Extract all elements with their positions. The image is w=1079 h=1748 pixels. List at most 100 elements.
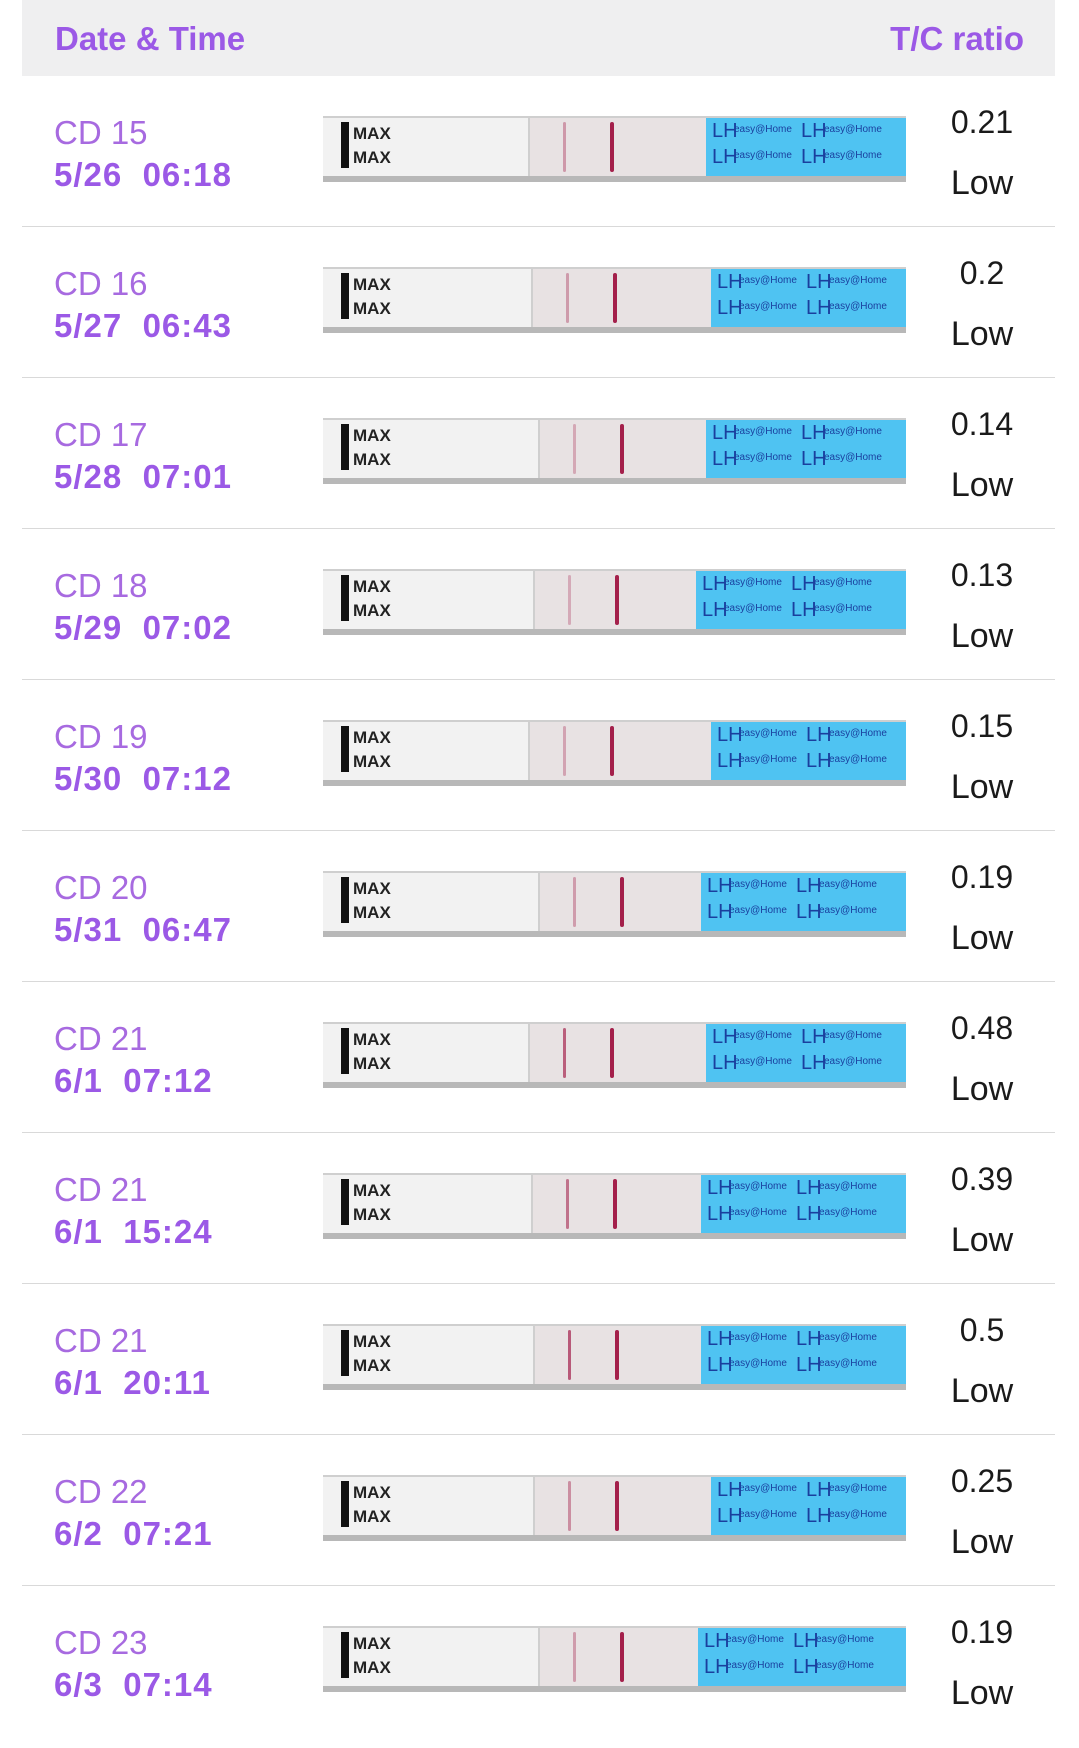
cycle-day: CD 19 — [54, 718, 148, 755]
test-datetime: 5/28 07:01 — [54, 458, 232, 495]
control-line — [610, 1028, 614, 1078]
tc-ratio-value: 0.39 — [950, 1161, 1014, 1197]
strip-brand-text: LH — [801, 422, 827, 444]
strip-brand-name: easy@Home — [739, 1509, 797, 1520]
list-item[interactable]: CD 19 5/30 07:12 MAX MAX LH LH LH LH easy@Home ea… — [0, 680, 1079, 831]
list-item[interactable]: CD 22 6/2 07:21 MAX MAX LH LH LH LH easy@Home eas… — [0, 1435, 1079, 1586]
test-datetime: 5/30 07:12 — [54, 760, 232, 797]
strip-max-label: MAX — [353, 728, 391, 747]
strip-brand-text: LH — [796, 875, 822, 897]
cycle-day: CD 23 — [54, 1624, 148, 1661]
list-item[interactable]: CD 15 5/26 06:18 MAX MAX LH LH LH LH easy@Home ea… — [0, 76, 1079, 227]
strip-brand-handle: LH LH LH LH easy@Home easy@Home easy@Home easy@… — [711, 1477, 906, 1535]
strip-max-bar — [341, 575, 349, 621]
control-line — [613, 1179, 617, 1229]
strip-brand-name: easy@Home — [829, 275, 887, 286]
strip-max-label: MAX — [353, 1658, 391, 1677]
strip-shadow — [323, 1686, 906, 1692]
test-line — [563, 726, 566, 776]
strip-result-window — [533, 1175, 701, 1233]
strip-brand-text: LH — [707, 1328, 733, 1350]
strip-brand-name: easy@Home — [734, 124, 792, 135]
strip-brand-name: easy@Home — [724, 603, 782, 614]
strip-brand-name: easy@Home — [724, 577, 782, 588]
strip-brand-text: LH — [717, 750, 743, 772]
strip-max-label: MAX — [353, 601, 391, 620]
strip-brand-text: LH — [717, 1479, 743, 1501]
strip-max-bar — [341, 273, 349, 319]
control-line — [615, 575, 619, 625]
test-strip-image: MAX MAX LH LH LH LH easy@Home easy@Home easy@Hom… — [323, 1173, 906, 1239]
cycle-day: CD 15 — [54, 114, 148, 151]
strip-max-bar — [341, 877, 349, 923]
strip-result-window — [530, 1024, 706, 1082]
strip-brand-text: LH — [712, 1052, 738, 1074]
test-strip-image: MAX MAX LH LH LH LH easy@Home easy@Home easy@Hom… — [323, 871, 906, 937]
strip-absorbent-area — [323, 1477, 533, 1535]
strip-brand-text: LH — [707, 901, 733, 923]
list-item[interactable]: CD 20 5/31 06:47 MAX MAX LH LH LH LH easy@Home ea… — [0, 831, 1079, 982]
list-item[interactable]: CD 17 5/28 07:01 MAX MAX LH LH LH LH easy@Home ea… — [0, 378, 1079, 529]
lh-level: Low — [950, 1674, 1014, 1712]
strip-max-label: MAX — [353, 124, 391, 143]
strip-brand-name: easy@Home — [729, 1207, 787, 1218]
strip-brand-text: LH — [707, 875, 733, 897]
strip-absorbent-area — [323, 1175, 531, 1233]
strip-max-bar — [341, 1481, 349, 1527]
strip-brand-text: LH — [717, 271, 743, 293]
strip-absorbent-area — [323, 269, 531, 327]
strip-shadow — [323, 1384, 906, 1390]
strip-brand-name: easy@Home — [829, 728, 887, 739]
row-divider — [22, 1132, 1055, 1133]
strip-brand-name: easy@Home — [739, 754, 797, 765]
test-datetime: 5/27 06:43 — [54, 307, 232, 344]
list-item[interactable]: CD 21 6/1 07:12 MAX MAX LH LH LH LH easy@Home eas… — [0, 982, 1079, 1133]
strip-brand-text: LH — [717, 297, 743, 319]
strip-absorbent-area — [323, 118, 528, 176]
test-line — [573, 1632, 576, 1682]
strip-brand-name: easy@Home — [819, 879, 877, 890]
strip-brand-text: LH — [717, 1505, 743, 1527]
strip-result-window — [530, 118, 706, 176]
strip-max-bar — [341, 1632, 349, 1678]
list-item[interactable]: CD 18 5/29 07:02 MAX MAX LH LH LH LH easy@Home ea… — [0, 529, 1079, 680]
strip-shadow — [323, 1082, 906, 1088]
strip-max-label: MAX — [353, 1181, 391, 1200]
strip-absorbent-area — [323, 571, 533, 629]
strip-max-bar — [341, 1028, 349, 1074]
strip-absorbent-area — [323, 420, 538, 478]
strip-brand-text: LH — [791, 599, 817, 621]
strip-brand-text: LH — [801, 448, 827, 470]
strip-brand-name: easy@Home — [824, 124, 882, 135]
strip-brand-name: easy@Home — [739, 728, 797, 739]
strip-max-bar — [341, 726, 349, 772]
strip-shadow — [323, 931, 906, 937]
strip-brand-name: easy@Home — [824, 1030, 882, 1041]
lh-level: Low — [950, 315, 1014, 353]
list-item[interactable]: CD 21 6/1 15:24 MAX MAX LH LH LH LH easy@Home eas… — [0, 1133, 1079, 1284]
strip-brand-text: LH — [806, 750, 832, 772]
control-line — [620, 877, 624, 927]
strip-absorbent-area — [323, 1326, 533, 1384]
row-divider — [22, 679, 1055, 680]
list-item[interactable]: CD 23 6/3 07:14 MAX MAX LH LH LH LH easy@Home eas… — [0, 1586, 1079, 1737]
strip-shadow — [323, 176, 906, 182]
strip-brand-name: easy@Home — [829, 754, 887, 765]
strip-absorbent-area — [323, 873, 538, 931]
strip-brand-name: easy@Home — [729, 905, 787, 916]
strip-shadow — [323, 629, 906, 635]
test-line — [563, 122, 566, 172]
strip-brand-text: LH — [796, 1203, 822, 1225]
list-item[interactable]: CD 21 6/1 20:11 MAX MAX LH LH LH LH easy@Home eas… — [0, 1284, 1079, 1435]
test-datetime: 5/31 06:47 — [54, 911, 232, 948]
test-list: CD 15 5/26 06:18 MAX MAX LH LH LH LH easy@Home ea… — [0, 76, 1079, 1737]
control-line — [610, 726, 614, 776]
test-strip-image: MAX MAX LH LH LH LH easy@Home easy@Home easy@Hom… — [323, 1475, 906, 1541]
strip-brand-text: LH — [801, 1052, 827, 1074]
lh-level: Low — [950, 919, 1014, 957]
cycle-day: CD 21 — [54, 1322, 148, 1359]
strip-brand-text: LH — [801, 1026, 827, 1048]
strip-brand-text: LH — [806, 297, 832, 319]
list-item[interactable]: CD 16 5/27 06:43 MAX MAX LH LH LH LH easy@Home ea… — [0, 227, 1079, 378]
tc-ratio-column-header: T/C ratio — [890, 20, 1024, 57]
